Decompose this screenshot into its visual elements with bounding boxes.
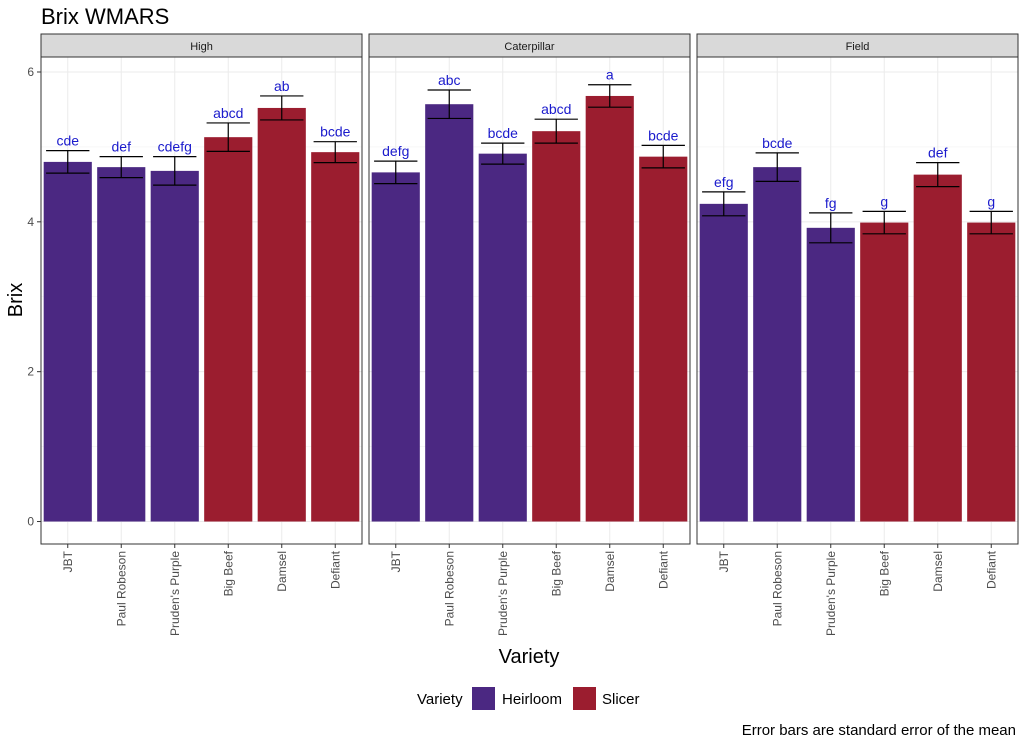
- bar-high-jbt: [43, 161, 92, 522]
- x-tick-label: Big Beef: [221, 550, 235, 596]
- bar-caterpillar-big-beef: [532, 131, 581, 522]
- x-tick-label: Damsel: [275, 551, 289, 592]
- x-tick-label: Paul Robeson: [442, 551, 456, 626]
- panel-background: [41, 57, 362, 544]
- significance-label: a: [606, 67, 614, 83]
- x-tick-label: Damsel: [603, 551, 617, 592]
- legend: Variety Heirloom Slicer: [417, 687, 640, 710]
- bar-caterpillar-defiant: [639, 156, 688, 522]
- bar-field-paul-robeson: [753, 167, 802, 522]
- x-tick-label: Defiant: [328, 550, 342, 589]
- strip-label: Caterpillar: [504, 41, 554, 53]
- legend-label-heirloom: Heirloom: [502, 691, 562, 708]
- bar-caterpillar-paul-robeson: [425, 104, 474, 522]
- y-tick-label: 2: [27, 365, 34, 379]
- significance-label: bcde: [648, 127, 679, 143]
- legend-label-slicer: Slicer: [602, 691, 640, 708]
- bar-caterpillar-jbt: [371, 172, 420, 522]
- bar-high-big-beef: [204, 137, 253, 522]
- panel-border: [696, 56, 1019, 545]
- significance-label: bcde: [488, 125, 519, 141]
- panel-background: [697, 57, 1018, 544]
- panel-high: High cde def cdefg abcd ab bcde JBT Paul Robeson…: [40, 33, 363, 636]
- panel-field: Field efg bcde fg g def g JBT Paul Robeson Pruden…: [696, 33, 1019, 636]
- panel-border: [368, 56, 691, 545]
- strip-label: Field: [846, 41, 870, 53]
- significance-label: bcde: [320, 124, 351, 140]
- x-tick-label: Paul Robeson: [114, 551, 128, 626]
- panel-background: [369, 57, 690, 544]
- bar-field-pruden-s-purple: [806, 227, 855, 522]
- bar-field-damsel: [913, 174, 962, 522]
- x-tick-label: Big Beef: [877, 550, 891, 596]
- x-axis-title: Variety: [499, 646, 560, 668]
- significance-label: def: [928, 145, 948, 161]
- significance-label: bcde: [762, 135, 793, 151]
- significance-label: cdefg: [158, 139, 192, 155]
- x-tick-label: Damsel: [931, 551, 945, 592]
- x-tick-label: JBT: [389, 550, 403, 572]
- legend-title: Variety: [417, 691, 463, 708]
- y-tick-label: 6: [27, 65, 34, 79]
- bar-field-defiant: [967, 222, 1016, 522]
- significance-label: abc: [438, 72, 461, 88]
- x-tick-label: JBT: [61, 550, 75, 572]
- bar-high-defiant: [311, 152, 360, 522]
- panel-caterpillar: Caterpillar defg abc bcde abcd a bcde JBT Paul R…: [368, 33, 691, 636]
- y-tick-label: 0: [27, 515, 34, 529]
- significance-label: abcd: [541, 101, 571, 117]
- significance-label: abcd: [213, 105, 243, 121]
- bar-caterpillar-pruden-s-purple: [478, 153, 527, 522]
- x-tick-label: Defiant: [984, 550, 998, 589]
- significance-label: g: [987, 193, 995, 209]
- legend-swatch-slicer: [573, 687, 596, 710]
- significance-label: defg: [382, 143, 409, 159]
- y-tick-label: 4: [27, 215, 34, 229]
- significance-label: cde: [56, 133, 79, 149]
- x-tick-label: Paul Robeson: [770, 551, 784, 626]
- x-tick-label: Pruden's Purple: [168, 551, 182, 636]
- bar-field-big-beef: [860, 222, 909, 522]
- significance-label: efg: [714, 174, 733, 190]
- caption: Error bars are standard error of the mea…: [742, 722, 1016, 739]
- y-axis: 0 2 4 6: [27, 65, 41, 529]
- x-tick-label: Pruden's Purple: [824, 551, 838, 636]
- x-tick-label: Defiant: [656, 550, 670, 589]
- bar-high-pruden-s-purple: [150, 170, 199, 522]
- y-axis-title: Brix: [5, 283, 27, 317]
- significance-label: def: [112, 139, 132, 155]
- significance-label: fg: [825, 195, 837, 211]
- significance-label: g: [880, 193, 888, 209]
- x-tick-label: Pruden's Purple: [496, 551, 510, 636]
- legend-swatch-heirloom: [472, 687, 495, 710]
- bar-field-jbt: [699, 203, 748, 522]
- panel-border: [40, 56, 363, 545]
- bar-high-paul-robeson: [97, 167, 146, 522]
- x-tick-label: Big Beef: [549, 550, 563, 596]
- bar-high-damsel: [257, 107, 306, 522]
- chart-title: Brix WMARS: [41, 4, 169, 29]
- bar-caterpillar-damsel: [585, 95, 634, 522]
- strip-label: High: [190, 41, 213, 53]
- facet-panels: High cde def cdefg abcd ab bcde JBT Paul Robeson…: [27, 33, 1019, 636]
- x-tick-label: JBT: [717, 550, 731, 572]
- significance-label: ab: [274, 78, 290, 94]
